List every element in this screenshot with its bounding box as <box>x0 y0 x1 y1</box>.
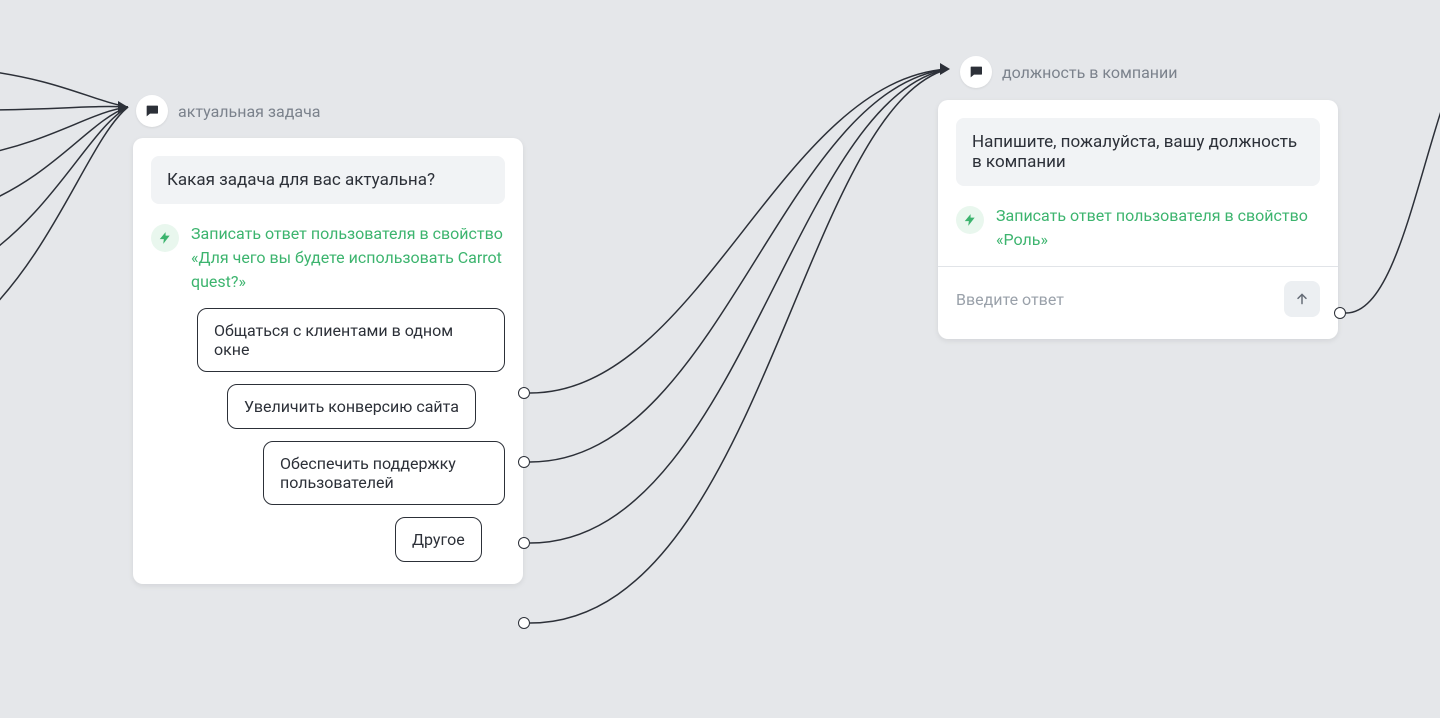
flow-canvas: актуальная задача Какая задача для вас а… <box>0 0 1440 718</box>
connector-node2-out <box>1346 60 1440 313</box>
port-opt0[interactable] <box>518 387 530 399</box>
option-3[interactable]: Другое <box>395 517 482 562</box>
node1-options: Общаться с клиентами в одном окне Увелич… <box>151 308 505 562</box>
bolt-icon <box>151 224 179 252</box>
node2-title: должность в компании <box>1002 63 1177 82</box>
node2-header[interactable]: должность в компании <box>960 56 1177 88</box>
chat-icon <box>136 95 168 127</box>
port-opt2[interactable] <box>518 537 530 549</box>
node1-action-text: Записать ответ пользователя в свойство «… <box>191 222 505 294</box>
arrowhead-node2 <box>940 63 950 75</box>
connector-opt2 <box>530 69 948 543</box>
arrowhead-node1 <box>118 101 128 113</box>
node1-title: актуальная задача <box>178 102 321 121</box>
port-opt1[interactable] <box>518 456 530 468</box>
port-node2-out[interactable] <box>1334 307 1346 319</box>
bolt-icon <box>956 206 984 234</box>
node1-card[interactable]: Какая задача для вас актуальна? Записать… <box>133 138 523 584</box>
option-0[interactable]: Общаться с клиентами в одном окне <box>197 308 505 372</box>
node2-card[interactable]: Напишите, пожалуйста, вашу должность в к… <box>938 100 1338 339</box>
node1-header[interactable]: актуальная задача <box>136 95 321 127</box>
node2-action-text: Записать ответ пользователя в свойство «… <box>996 204 1320 252</box>
port-opt3[interactable] <box>518 617 530 629</box>
option-1[interactable]: Увеличить конверсию сайта <box>227 384 476 429</box>
node1-question: Какая задача для вас актуальна? <box>151 156 505 204</box>
answer-input[interactable]: Введите ответ <box>956 290 1274 309</box>
arrow-up-icon <box>1294 291 1310 307</box>
node2-question: Напишите, пожалуйста, вашу должность в к… <box>956 118 1320 186</box>
incoming-connectors-left <box>0 70 128 320</box>
connector-opt3 <box>530 69 948 623</box>
connector-opt1 <box>530 69 948 462</box>
send-button[interactable] <box>1284 281 1320 317</box>
connector-opt0 <box>530 69 948 393</box>
chat-icon <box>960 56 992 88</box>
node2-input-row: Введите ответ <box>956 267 1320 317</box>
node1-action-row: Записать ответ пользователя в свойство «… <box>151 222 505 294</box>
node2-action-row: Записать ответ пользователя в свойство «… <box>956 204 1320 252</box>
option-2[interactable]: Обеспечить поддержку пользователей <box>263 441 505 505</box>
